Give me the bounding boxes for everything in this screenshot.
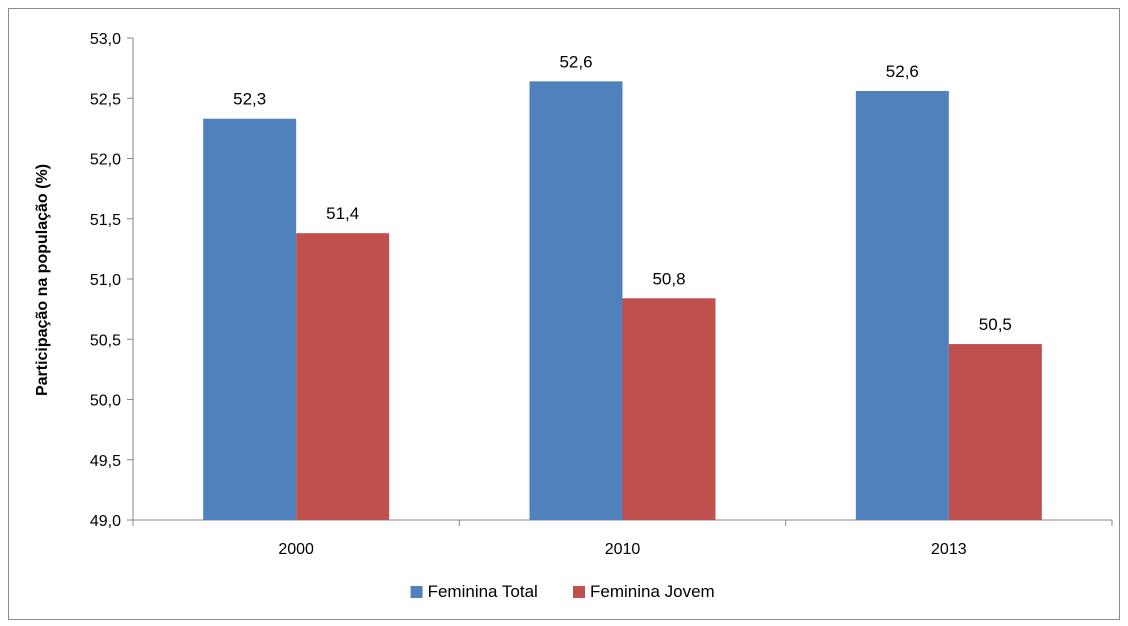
bar-feminina-total	[529, 81, 623, 520]
x-tick-label: 2013	[931, 541, 967, 558]
legend-label: Feminina Total	[428, 582, 538, 601]
y-axis-label: Participação na população (%)	[34, 164, 51, 396]
data-label: 52,3	[233, 90, 266, 109]
y-tick-label: 53,0	[90, 31, 121, 48]
bar-feminina-total	[855, 91, 949, 521]
legend-label: Feminina Jovem	[590, 582, 715, 601]
legend-swatch	[410, 586, 423, 598]
y-tick-label: 52,5	[90, 91, 121, 108]
y-tick-label: 50,5	[90, 332, 121, 349]
bar-feminina-jovem	[622, 298, 716, 520]
bar-feminina-total	[203, 118, 297, 521]
x-tick-label: 2010	[605, 541, 641, 558]
x-tick-label: 2000	[278, 541, 314, 558]
plot-area: 49,0 49,5 50,0 50,5 51,0 51,5 52,0 52,5 53,0 52,3…	[90, 31, 1113, 558]
bar-feminina-jovem	[948, 344, 1042, 520]
y-tick-label: 52,0	[90, 152, 121, 169]
data-label: 51,4	[326, 204, 359, 223]
legend: Feminina Total Feminina Jovem	[410, 582, 715, 601]
y-tick-label: 49,5	[90, 453, 121, 470]
data-label: 52,6	[886, 62, 919, 81]
bar-feminina-jovem	[296, 233, 390, 520]
y-tick-label: 51,0	[90, 272, 121, 289]
y-tick-label: 51,5	[90, 212, 121, 229]
y-tick-label: 49,0	[90, 513, 121, 530]
data-label: 50,8	[652, 269, 685, 288]
data-label: 52,6	[559, 52, 592, 71]
legend-swatch	[573, 586, 585, 598]
data-label: 50,5	[979, 315, 1012, 334]
y-tick-label: 50,0	[90, 393, 121, 410]
